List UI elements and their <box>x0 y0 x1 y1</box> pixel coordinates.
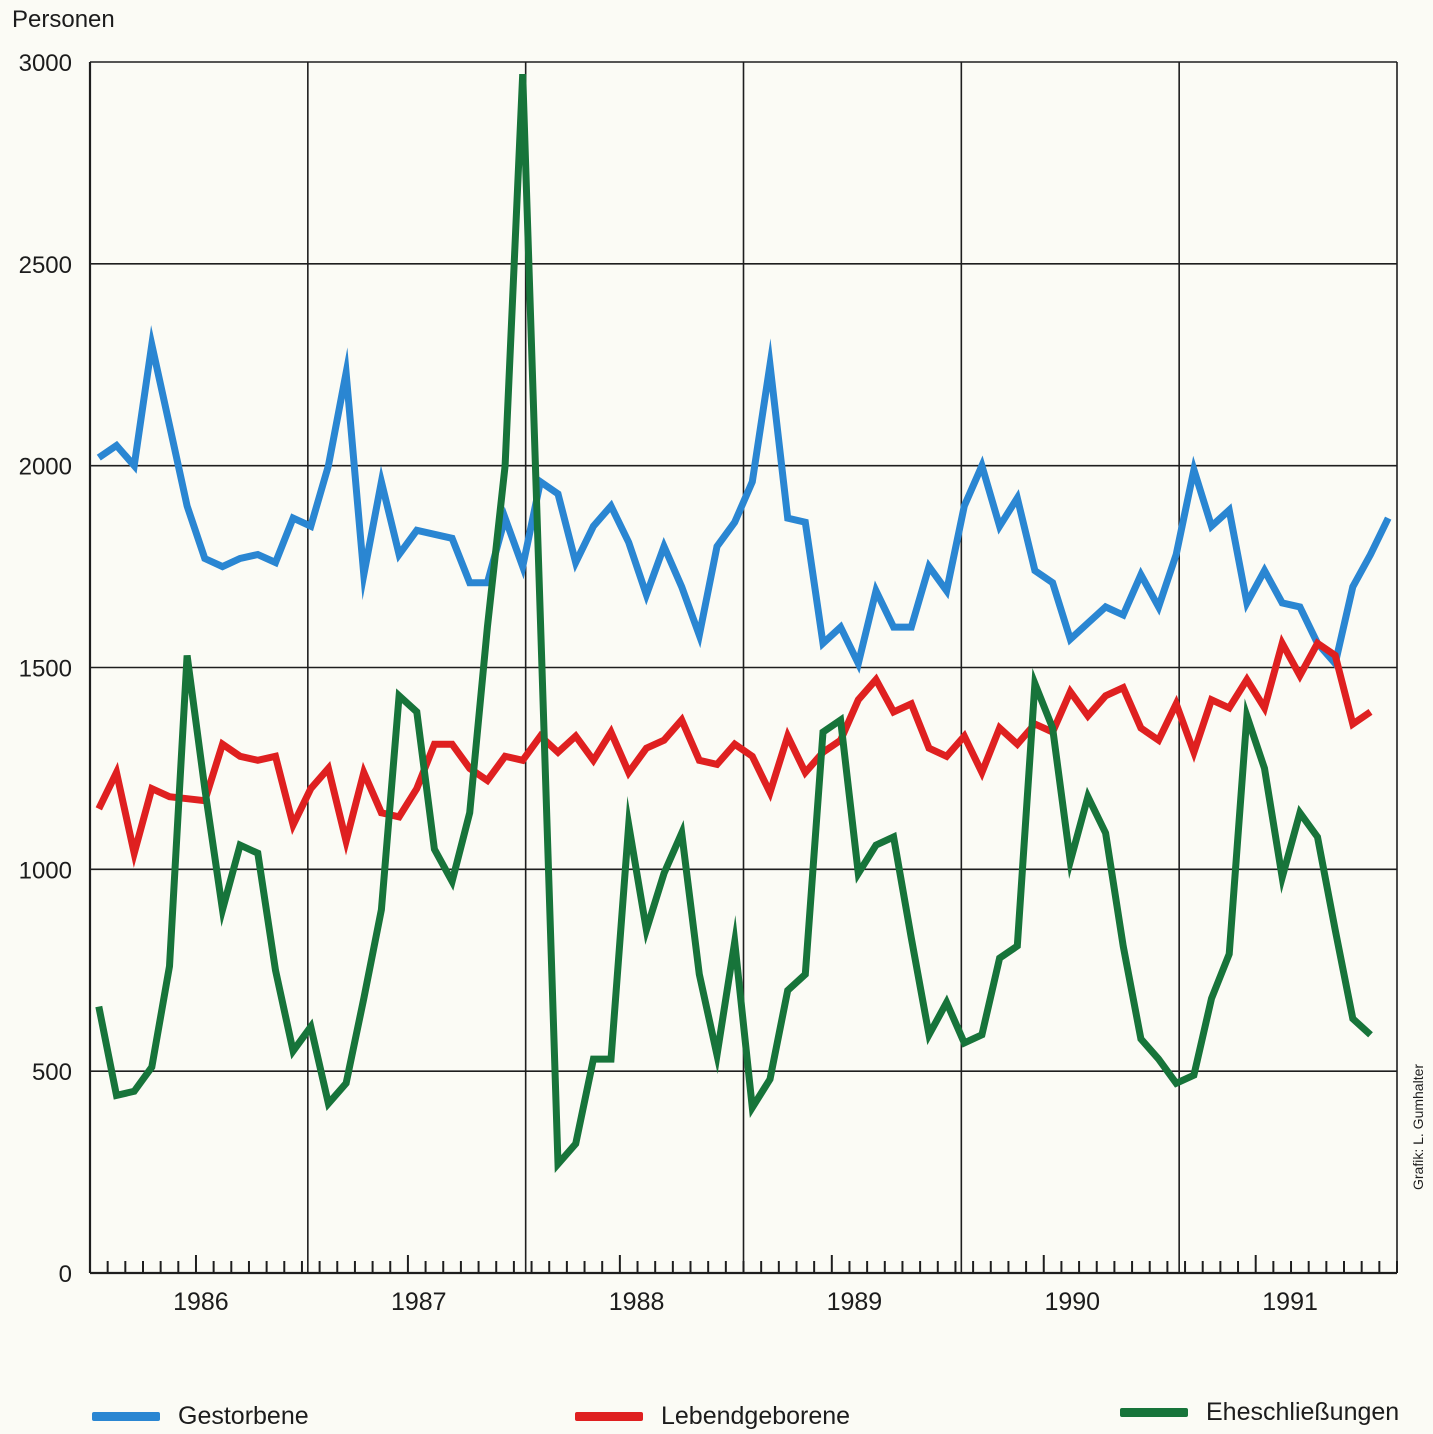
y-axis-title: Personen <box>12 6 115 33</box>
legend-label-gestorbene: Gestorbene <box>178 1401 309 1430</box>
x-tick-label-1986: 1986 <box>173 1288 229 1316</box>
series-line-1 <box>95 634 1373 868</box>
x-tick-label-1991: 1991 <box>1262 1288 1318 1316</box>
y-tick-label-2500: 2500 <box>19 252 72 279</box>
legend-item-lebendgeborene: Lebendgeborene <box>575 1398 850 1434</box>
legend-swatch-gestorbene <box>92 1411 160 1421</box>
chart-credit: Grafik: L. Gumhalter <box>1410 1063 1426 1190</box>
legend-swatch-lebendgeborene <box>575 1411 643 1421</box>
x-tick-label-1990: 1990 <box>1044 1288 1100 1316</box>
y-tick-label-0: 0 <box>59 1261 72 1288</box>
y-tick-label-500: 500 <box>32 1059 72 1086</box>
legend-label-lebendgeborene: Lebendgeborene <box>661 1401 851 1430</box>
legend-item-gestorbene: Gestorbene <box>92 1398 309 1434</box>
y-tick-label-1000: 1000 <box>19 857 72 884</box>
y-tick-label-2000: 2000 <box>19 454 72 481</box>
x-tick-label-1988: 1988 <box>609 1288 665 1316</box>
legend-label-eheschliessungen: Eheschließungen <box>1206 1397 1400 1426</box>
x-tick-label-1989: 1989 <box>827 1288 883 1316</box>
y-tick-label-3000: 3000 <box>19 50 72 77</box>
series-line-2 <box>95 73 1373 1173</box>
y-tick-label-1500: 1500 <box>19 656 72 683</box>
legend-item-eheschliessungen: Eheschließungen <box>1120 1394 1399 1430</box>
legend-swatch-eheschliessungen <box>1120 1407 1188 1417</box>
x-tick-label-1987: 1987 <box>391 1288 447 1316</box>
series-line-0 <box>96 325 1392 674</box>
